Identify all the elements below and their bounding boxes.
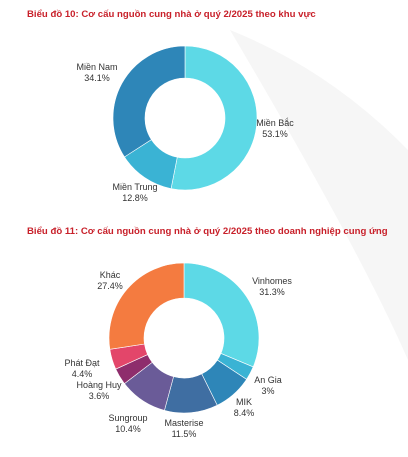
slice-khac — [108, 262, 185, 350]
slice-label-mien-trung: Miền Trung — [112, 182, 157, 192]
slice-label-khac: Khác — [100, 270, 121, 280]
slice-label-an-gia: An Gia — [254, 375, 282, 385]
slice-value-masterise: 11.5% — [172, 429, 197, 439]
slice-value-sungroup: 10.4% — [115, 424, 141, 434]
slice-value-khac: 27.4% — [97, 281, 123, 291]
slice-label-phat-dat: Phát Đạt — [64, 358, 100, 368]
slice-vinhomes — [183, 262, 260, 368]
slice-value-phat-dat: 4.4% — [72, 369, 93, 379]
slice-label-hoang-huy: Hoàng Huy — [76, 380, 122, 390]
slice-label-mien-bac: Miền Bắc — [256, 118, 294, 128]
slice-value-mien-bac: 53.1% — [262, 129, 288, 139]
slice-value-hoang-huy: 3.6% — [89, 391, 110, 401]
slice-mien-nam — [112, 45, 186, 158]
chart-title-2: Biểu đồ 11: Cơ cấu nguồn cung nhà ở quý … — [27, 226, 388, 237]
slice-label-mik: MIK — [236, 397, 252, 407]
chart-title-1: Biểu đồ 10: Cơ cấu nguồn cung nhà ở quý … — [27, 9, 316, 20]
slice-value-vinhomes: 31.3% — [259, 287, 285, 297]
slice-value-mien-nam: 34.1% — [84, 73, 110, 83]
slice-label-sungroup: Sungroup — [108, 413, 147, 423]
slice-value-mien-trung: 12.8% — [122, 193, 148, 203]
slice-label-masterise: Masterise — [164, 418, 203, 428]
slice-label-vinhomes: Vinhomes — [252, 276, 292, 286]
slice-value-an-gia: 3% — [261, 386, 274, 396]
slice-mien-bac — [170, 45, 258, 191]
slice-label-mien-nam: Miền Nam — [76, 62, 117, 72]
slice-value-mik: 8.4% — [234, 408, 255, 418]
